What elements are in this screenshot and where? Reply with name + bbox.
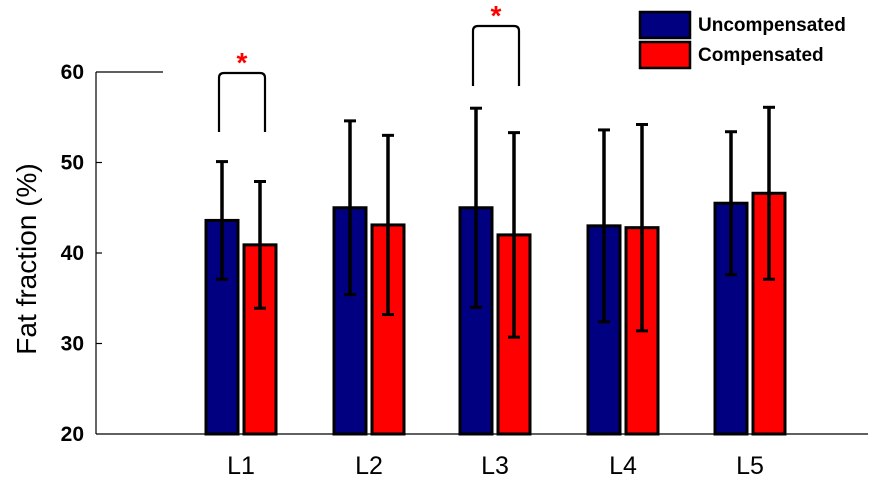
- y-tick-label: 50: [61, 152, 84, 175]
- x-tick-label: L4: [609, 452, 637, 480]
- axis-labels: 20 30 40 50 60 Fat fraction (%) L1 L2 L3 L4 L5: [11, 61, 764, 480]
- y-axis-title: Fat fraction (%): [11, 163, 42, 354]
- y-tick-label: 40: [61, 242, 84, 265]
- significance-markers: **: [217, 0, 521, 132]
- y-tick-label: 30: [61, 333, 84, 356]
- y-tick-label: 60: [61, 61, 84, 84]
- x-tick-label: L1: [227, 452, 255, 480]
- legend-swatch: [638, 40, 692, 70]
- bars: [204, 191, 787, 436]
- x-tick-label: L3: [481, 452, 509, 480]
- x-tick-label: L2: [355, 452, 383, 480]
- significance-bracket: [471, 24, 521, 86]
- legend-label: Compensated: [698, 45, 824, 66]
- legend: Uncompensated Compensated: [638, 10, 846, 70]
- y-tick-label: 20: [61, 423, 84, 446]
- error-bars: [216, 105, 775, 339]
- legend-label: Uncompensated: [698, 15, 846, 36]
- significance-star: *: [237, 47, 248, 78]
- x-tick-label: L5: [736, 452, 764, 480]
- significance-star: *: [491, 0, 502, 31]
- legend-swatch: [638, 10, 692, 40]
- significance-bracket: [217, 71, 267, 132]
